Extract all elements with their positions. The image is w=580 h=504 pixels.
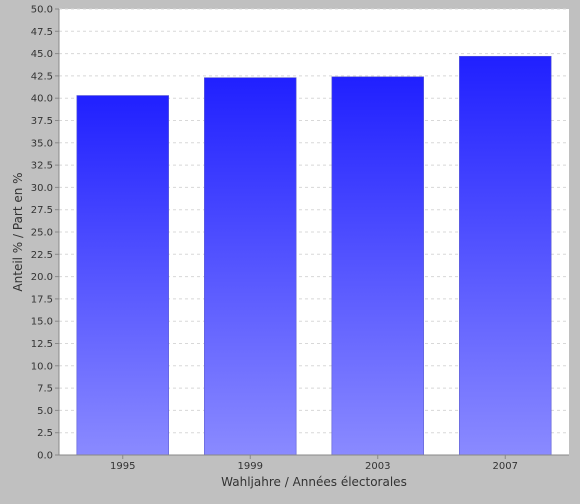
bar-1999[interactable] [204, 77, 297, 456]
y-tick-label: 2.5 [37, 428, 53, 439]
y-tick-label: 32.5 [31, 161, 53, 172]
y-axis-label: Anteil % / Part en % [11, 172, 25, 291]
y-tick-label: 17.5 [31, 294, 53, 305]
y-tick-label: 20.0 [31, 272, 53, 283]
y-tick-label: 37.5 [31, 116, 53, 127]
bars [76, 55, 552, 456]
y-tick-label: 42.5 [31, 71, 53, 82]
x-tick-label: 2007 [493, 461, 518, 472]
y-tick-label: 30.0 [31, 183, 53, 194]
bar-2007[interactable] [459, 55, 552, 456]
y-tick-label: 12.5 [31, 339, 53, 350]
y-tick-label: 35.0 [31, 138, 53, 149]
y-tick-label: 50.0 [31, 5, 53, 16]
y-tick-label: 27.5 [31, 205, 53, 216]
y-tick-label: 5.0 [37, 406, 53, 417]
y-tick-label: 22.5 [31, 250, 53, 261]
x-tick-label: 1995 [110, 461, 135, 472]
x-tick-labels: 1995 1999 2003 2007 [110, 455, 518, 472]
y-tick-label: 25.0 [31, 228, 53, 239]
x-axis-label: Wahljahre / Années électorales [221, 475, 407, 489]
y-tick-label: 10.0 [31, 361, 53, 372]
bar-1995[interactable] [76, 95, 169, 456]
y-tick-label: 40.0 [31, 94, 53, 105]
x-tick-label: 2003 [365, 461, 390, 472]
y-tick-label: 7.5 [37, 384, 53, 395]
y-tick-label: 45.0 [31, 49, 53, 60]
x-tick-label: 1999 [238, 461, 263, 472]
bar-2003[interactable] [331, 76, 424, 456]
y-tick-label: 15.0 [31, 317, 53, 328]
y-tick-label: 0.0 [37, 451, 53, 462]
y-tick-label: 47.5 [31, 27, 53, 38]
y-tick-labels: 0.0 2.5 5.0 7.5 10.0 12.5 15.0 17.5 20.0 22.5 25.0… [31, 5, 59, 462]
